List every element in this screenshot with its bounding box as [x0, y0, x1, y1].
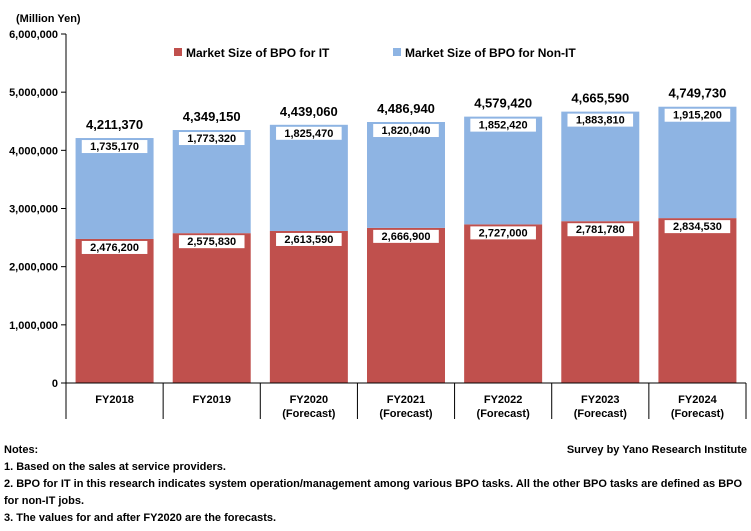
data-label-non-it: 1,883,810 — [576, 115, 625, 127]
note-item: 3. The values for and after FY2020 are t… — [4, 512, 277, 524]
x-tick-label: FY2019 — [192, 394, 231, 406]
data-label-non-it: 1,825,470 — [284, 128, 333, 140]
bar-non-it — [464, 116, 543, 225]
data-label-bg — [664, 220, 731, 234]
total-label: 4,665,590 — [571, 91, 629, 106]
data-label-bg — [81, 140, 148, 154]
y-axis: 0 1,000,000 2,000,000 3,000,000 4,000,000 5,0… — [9, 29, 67, 390]
bar-non-it — [367, 122, 445, 228]
legend-swatch-it — [174, 48, 182, 56]
x-tick-label: FY2021 — [387, 394, 426, 406]
data-label-bg — [178, 235, 245, 249]
bar-it — [367, 227, 445, 383]
unit-label: (Million Yen) — [16, 13, 81, 25]
x-tick-label: (Forecast) — [379, 408, 433, 420]
data-label-bg — [373, 124, 439, 138]
data-label-bg — [567, 113, 634, 127]
notes-heading: Notes: — [4, 444, 39, 456]
x-tick-label: (Forecast) — [574, 408, 628, 420]
bpo-market-chart: (Million Yen) 0 1,000,000 2,000,000 3,000,0… — [9, 13, 747, 420]
total-label: 4,349,150 — [183, 109, 241, 124]
x-tick-label: (Forecast) — [671, 408, 725, 420]
note-item: 2. BPO for IT in this research indicates… — [4, 478, 743, 507]
data-label-bg — [178, 132, 245, 146]
bars — [75, 106, 737, 383]
data-label-it: 2,575,830 — [187, 236, 236, 248]
data-label-bg — [373, 229, 439, 243]
legend-label-non-it: Market Size of BPO for Non-IT — [405, 46, 576, 60]
legend-label-it: Market Size of BPO for IT — [186, 46, 330, 60]
data-label-non-it: 1,735,170 — [90, 141, 139, 153]
data-label-it: 2,666,900 — [382, 231, 431, 243]
data-label-bg — [276, 232, 342, 246]
x-tick-label: FY2022 — [484, 394, 523, 406]
bar-it — [464, 224, 543, 383]
x-tick-label: FY2024 — [678, 394, 717, 406]
x-axis: FY2018 FY2019 FY2020 (Forecast) FY2021 (Forec… — [65, 382, 747, 420]
x-tick-label: (Forecast) — [477, 408, 531, 420]
bar-non-it — [561, 111, 640, 222]
data-label-bg — [470, 226, 536, 240]
data-label-bg — [567, 223, 634, 237]
note-item: 1. Based on the sales at service provide… — [4, 461, 226, 473]
bar-it — [269, 230, 348, 383]
notes-section: Notes: Survey by Yano Research Institute… — [4, 442, 747, 527]
data-label-bg — [470, 118, 536, 132]
data-label-bg — [81, 240, 148, 254]
data-label-it: 2,781,780 — [576, 224, 625, 236]
x-tick-label: FY2018 — [95, 394, 134, 406]
y-tick-label: 6,000,000 — [9, 29, 58, 41]
y-tick-label: 5,000,000 — [9, 87, 58, 99]
x-tick-label: FY2020 — [290, 394, 329, 406]
data-label-bg — [664, 108, 731, 122]
data-label-it: 2,727,000 — [479, 227, 528, 239]
y-tick-label: 0 — [52, 378, 58, 390]
data-label-non-it: 1,773,320 — [187, 133, 236, 145]
bar-non-it — [172, 130, 251, 234]
bar-it — [658, 218, 737, 383]
x-tick-label: FY2023 — [581, 394, 620, 406]
x-tick-label: (Forecast) — [282, 408, 336, 420]
bar-it — [561, 221, 640, 383]
data-label-non-it: 1,915,200 — [673, 110, 722, 122]
y-tick-label: 4,000,000 — [9, 145, 58, 157]
legend: Market Size of BPO for IT Market Size of … — [174, 46, 576, 60]
y-tick-label: 1,000,000 — [9, 320, 58, 332]
data-label-it: 2,613,590 — [284, 234, 333, 246]
data-label-it: 2,476,200 — [90, 242, 139, 254]
total-label: 4,439,060 — [280, 104, 338, 119]
bar-non-it — [658, 106, 737, 219]
legend-swatch-non-it — [393, 48, 401, 56]
total-label: 4,211,370 — [86, 117, 143, 132]
data-label-non-it: 1,852,420 — [479, 120, 528, 132]
bar-it — [172, 233, 251, 383]
total-label: 4,486,940 — [377, 101, 435, 116]
data-label-bg — [276, 126, 342, 140]
total-label: 4,749,730 — [669, 86, 727, 101]
data-label-non-it: 1,820,040 — [382, 125, 431, 137]
data-labels: 2,476,200 1,735,170 4,211,370 2,575,830 1,77… — [81, 86, 731, 254]
source-credit: Survey by Yano Research Institute — [566, 444, 747, 456]
bar-non-it — [75, 138, 154, 239]
data-label-it: 2,834,530 — [673, 221, 722, 233]
y-tick-label: 3,000,000 — [9, 204, 58, 216]
bar-non-it — [269, 124, 348, 231]
bar-it — [75, 238, 154, 383]
y-tick-label: 2,000,000 — [9, 262, 58, 274]
total-label: 4,579,420 — [474, 96, 532, 111]
